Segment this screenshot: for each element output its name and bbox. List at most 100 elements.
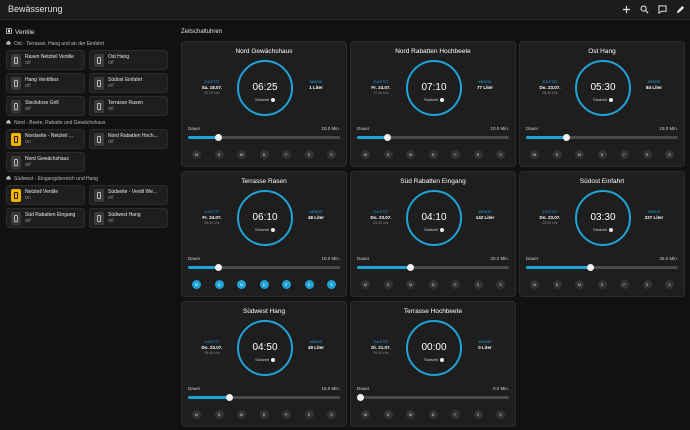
start-time-dial[interactable]: 00:00 Startzeit xyxy=(406,320,462,376)
valve-switch-tile[interactable]: Terrasse Rasen Off xyxy=(89,96,168,116)
weekday-toggle[interactable]: S xyxy=(327,150,336,159)
weekday-toggle[interactable]: D xyxy=(383,150,393,159)
weekday-toggle[interactable]: D xyxy=(259,280,269,289)
valve-switch-tile[interactable]: Nordseite - Netzteil ... On xyxy=(6,129,85,149)
edit-icon[interactable] xyxy=(674,3,686,15)
duration-slider[interactable] xyxy=(357,264,509,271)
weekday-toggle[interactable]: M xyxy=(406,410,415,419)
valve-switch-tile[interactable]: Steckdose Grill Off xyxy=(6,96,85,116)
add-icon[interactable] xyxy=(620,3,632,15)
weekday-toggle[interactable]: M xyxy=(361,150,370,159)
weekday-toggle[interactable]: D xyxy=(597,280,607,289)
valve-switch-tile[interactable]: Ost Hang Off xyxy=(89,50,168,70)
weekday-toggle[interactable]: S xyxy=(473,150,483,159)
start-toggle-icon[interactable] xyxy=(270,98,275,102)
duration-slider-handle[interactable] xyxy=(587,264,594,271)
weekday-toggle[interactable]: S xyxy=(304,280,314,289)
weekday-toggle[interactable]: S xyxy=(642,280,652,289)
weekday-toggle[interactable]: D xyxy=(383,280,393,289)
start-toggle-icon[interactable] xyxy=(439,228,444,232)
duration-slider[interactable] xyxy=(526,134,678,141)
weekday-toggle[interactable]: D xyxy=(428,150,438,159)
start-time-dial[interactable]: 05:30 Startzeit xyxy=(575,60,631,116)
start-toggle-icon[interactable] xyxy=(439,98,444,102)
duration-slider[interactable] xyxy=(526,264,678,271)
weekday-toggle[interactable]: S xyxy=(496,410,505,419)
start-time-dial[interactable]: 06:25 Startzeit xyxy=(237,60,293,116)
weekday-toggle[interactable]: D xyxy=(552,150,562,159)
weekday-toggle[interactable]: M xyxy=(361,410,370,419)
weekday-toggle[interactable]: F xyxy=(282,280,291,289)
duration-slider-handle[interactable] xyxy=(226,394,233,401)
duration-slider[interactable] xyxy=(188,134,340,141)
weekday-toggle[interactable]: F xyxy=(282,410,291,419)
start-toggle-icon[interactable] xyxy=(608,228,613,232)
weekday-toggle[interactable]: M xyxy=(406,150,415,159)
weekday-toggle[interactable]: S xyxy=(496,150,505,159)
duration-slider-handle[interactable] xyxy=(563,134,570,141)
weekday-toggle[interactable]: M xyxy=(530,150,539,159)
start-time-dial[interactable]: 04:10 Startzeit xyxy=(406,190,462,246)
start-time-dial[interactable]: 07:10 Startzeit xyxy=(406,60,462,116)
start-time-dial[interactable]: 06:10 Startzeit xyxy=(237,190,293,246)
weekday-toggle[interactable]: D xyxy=(259,150,269,159)
duration-slider-handle[interactable] xyxy=(384,134,391,141)
valve-switch-tile[interactable]: Nord Gewächshaus Off xyxy=(6,152,85,172)
weekday-toggle[interactable]: S xyxy=(327,410,336,419)
start-toggle-icon[interactable] xyxy=(608,98,613,102)
valve-switch-tile[interactable]: Hang Ventilbox Off xyxy=(6,73,85,93)
weekday-toggle[interactable]: M xyxy=(192,410,201,419)
weekday-toggle[interactable]: M xyxy=(237,280,246,289)
weekday-toggle[interactable]: F xyxy=(620,280,629,289)
duration-slider-handle[interactable] xyxy=(215,134,222,141)
start-toggle-icon[interactable] xyxy=(270,228,275,232)
weekday-toggle[interactable]: M xyxy=(406,280,415,289)
duration-slider-handle[interactable] xyxy=(215,264,222,271)
valve-switch-tile[interactable]: Südseite - Ventil We... Off xyxy=(89,185,168,205)
weekday-toggle[interactable]: D xyxy=(428,280,438,289)
duration-slider[interactable] xyxy=(357,394,509,401)
weekday-toggle[interactable]: S xyxy=(665,150,674,159)
weekday-toggle[interactable]: F xyxy=(620,150,629,159)
start-toggle-icon[interactable] xyxy=(439,358,444,362)
weekday-toggle[interactable]: S xyxy=(496,280,505,289)
duration-slider-handle[interactable] xyxy=(357,394,364,401)
weekday-toggle[interactable]: S xyxy=(327,280,336,289)
weekday-toggle[interactable]: M xyxy=(237,150,246,159)
weekday-toggle[interactable]: M xyxy=(530,280,539,289)
weekday-toggle[interactable]: S xyxy=(473,410,483,419)
duration-slider[interactable] xyxy=(357,134,509,141)
weekday-toggle[interactable]: M xyxy=(361,280,370,289)
weekday-toggle[interactable]: M xyxy=(575,280,584,289)
valve-switch-tile[interactable]: Netzteil Ventile On xyxy=(6,185,85,205)
weekday-toggle[interactable]: M xyxy=(192,280,201,289)
weekday-toggle[interactable]: M xyxy=(237,410,246,419)
weekday-toggle[interactable]: F xyxy=(451,280,460,289)
search-icon[interactable] xyxy=(638,3,650,15)
valve-switch-tile[interactable]: Rasen Netzteil Ventile Off xyxy=(6,50,85,70)
weekday-toggle[interactable]: D xyxy=(428,410,438,419)
weekday-toggle[interactable]: F xyxy=(451,410,460,419)
weekday-toggle[interactable]: M xyxy=(575,150,584,159)
weekday-toggle[interactable]: D xyxy=(214,410,224,419)
duration-slider[interactable] xyxy=(188,264,340,271)
weekday-toggle[interactable]: D xyxy=(214,280,224,289)
weekday-toggle[interactable]: F xyxy=(282,150,291,159)
weekday-toggle[interactable]: D xyxy=(214,150,224,159)
start-time-dial[interactable]: 04:50 Startzeit xyxy=(237,320,293,376)
start-toggle-icon[interactable] xyxy=(270,358,275,362)
weekday-toggle[interactable]: S xyxy=(304,150,314,159)
weekday-toggle[interactable]: D xyxy=(259,410,269,419)
valve-switch-tile[interactable]: Südost Einfahrt Off xyxy=(89,73,168,93)
weekday-toggle[interactable]: F xyxy=(451,150,460,159)
assist-icon[interactable] xyxy=(656,3,668,15)
weekday-toggle[interactable]: S xyxy=(642,150,652,159)
valve-switch-tile[interactable]: Nord Rabatten Hoch... Off xyxy=(89,129,168,149)
weekday-toggle[interactable]: S xyxy=(473,280,483,289)
weekday-toggle[interactable]: M xyxy=(192,150,201,159)
duration-slider-handle[interactable] xyxy=(407,264,414,271)
weekday-toggle[interactable]: D xyxy=(597,150,607,159)
weekday-toggle[interactable]: S xyxy=(665,280,674,289)
weekday-toggle[interactable]: D xyxy=(383,410,393,419)
start-time-dial[interactable]: 03:30 Startzeit xyxy=(575,190,631,246)
